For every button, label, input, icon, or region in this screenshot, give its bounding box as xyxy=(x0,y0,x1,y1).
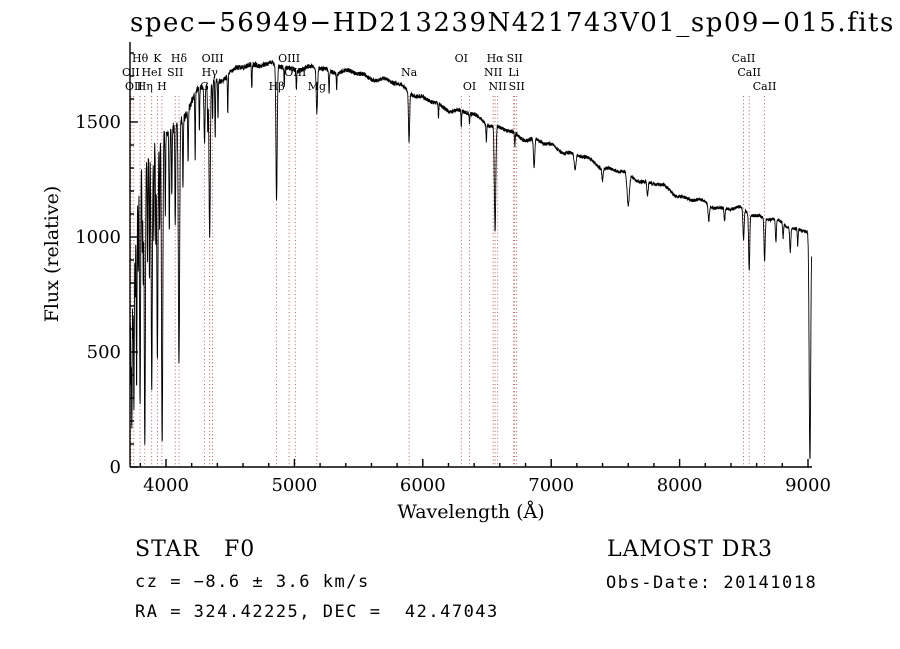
y-tick-label: 500 xyxy=(87,342,121,363)
feature-label: K xyxy=(153,52,162,65)
tick-labels: 4000 5000 6000 7000 8000 9000 0 500 1000 1500 xyxy=(75,112,831,496)
obs-date: Obs-Date: 20141018 xyxy=(606,573,818,593)
feature-label: OII xyxy=(122,66,140,79)
feature-label: OIII xyxy=(278,52,300,65)
feature-label: OIII xyxy=(202,52,224,65)
feature-label: HeI xyxy=(141,66,161,79)
feature-label: CaII xyxy=(732,52,756,65)
x-tick-label: 9000 xyxy=(785,475,831,496)
feature-label: CaII xyxy=(753,80,777,93)
spectrum-line xyxy=(129,59,812,459)
feature-label: OI xyxy=(455,52,468,65)
survey-name: LAMOST DR3 xyxy=(607,537,773,562)
feature-label: Hα xyxy=(487,52,505,65)
page-title: spec−56949−HD213239N421743V01_sp09−015.f… xyxy=(130,8,895,38)
feature-label: CaII xyxy=(737,66,761,79)
x-axis-label: Wavelength (Å) xyxy=(397,501,545,523)
x-tick-label: 4000 xyxy=(143,475,189,496)
feature-label: H xyxy=(157,80,167,93)
x-tick-label: 7000 xyxy=(528,475,574,496)
feature-label: Hη xyxy=(137,80,153,93)
feature-label: Hδ xyxy=(171,52,188,65)
feature-label: SII xyxy=(167,66,183,79)
feature-label: Hβ xyxy=(269,80,285,93)
feature-label: Mg xyxy=(308,80,326,93)
y-tick-label: 1000 xyxy=(75,227,121,248)
feature-label: NII xyxy=(489,80,507,93)
feature-label: OI xyxy=(463,80,476,93)
feature-label: SII xyxy=(509,80,525,93)
feature-label: NII xyxy=(484,66,502,79)
y-tick-label: 1500 xyxy=(75,112,121,133)
x-tick-label: 6000 xyxy=(400,475,446,496)
feature-label: Hθ xyxy=(132,52,149,65)
x-tick-label: 5000 xyxy=(271,475,317,496)
radial-velocity: cz = −8.6 ± 3.6 km/s xyxy=(135,572,370,592)
feature-markers: OIIOIIHθHηHeIKHSIIHδGHγOIIIHβOIIIOIIIMgN… xyxy=(122,52,776,467)
feature-label: Hγ xyxy=(202,66,219,79)
star-classification: STAR F0 xyxy=(135,537,256,562)
feature-label: SII xyxy=(507,52,523,65)
feature-label: G xyxy=(200,80,209,93)
x-tick-label: 8000 xyxy=(657,475,703,496)
feature-label: Li xyxy=(508,66,519,79)
axes xyxy=(129,42,812,468)
y-tick-label: 0 xyxy=(110,457,121,478)
ra-dec-coordinates: RA = 324.42225, DEC = 42.47043 xyxy=(135,602,499,622)
feature-label: Na xyxy=(401,66,418,79)
